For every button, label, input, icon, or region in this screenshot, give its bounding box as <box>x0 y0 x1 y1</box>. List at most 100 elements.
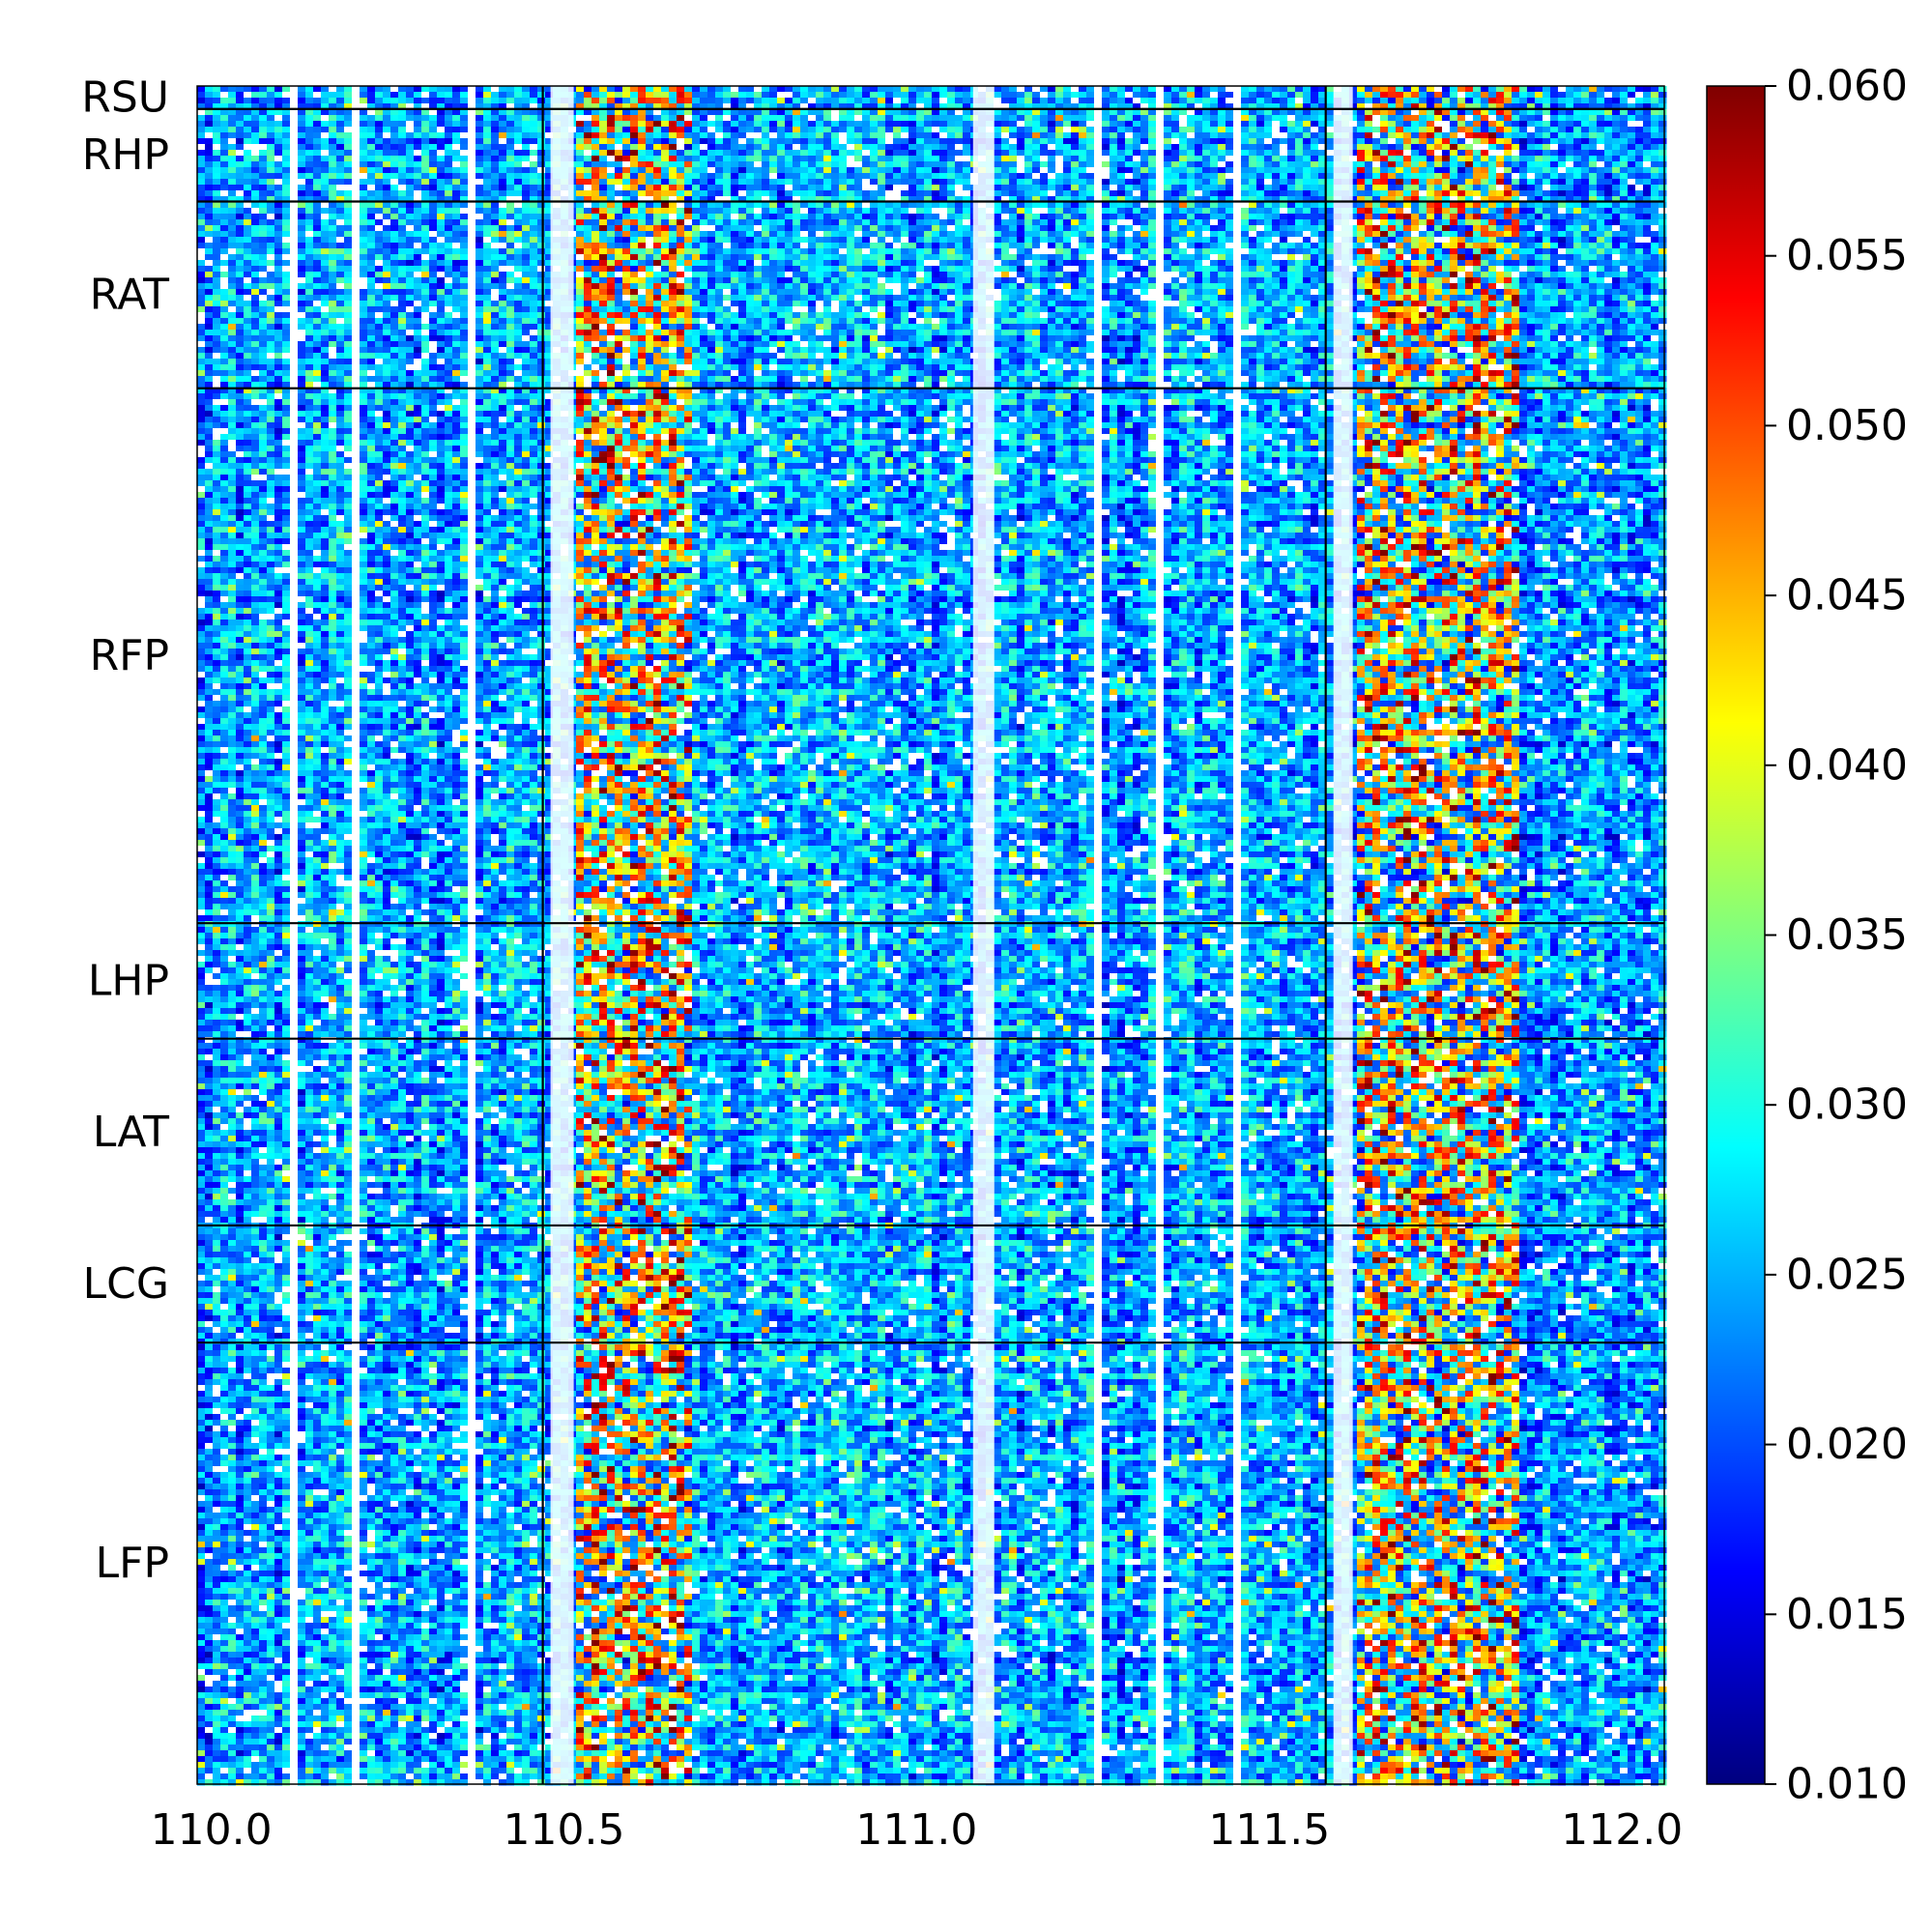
heatmap-cell <box>893 92 902 99</box>
heatmap-cell <box>360 98 368 104</box>
heatmap-cell <box>236 144 245 151</box>
heatmap-cell <box>1241 109 1250 116</box>
heatmap-cell <box>274 115 283 122</box>
heatmap-cell <box>274 109 283 116</box>
heatmap-cell <box>290 138 299 145</box>
heatmap-cell <box>669 98 678 104</box>
heatmap-cell <box>1558 132 1567 139</box>
heatmap-cell <box>924 132 933 139</box>
heatmap-cell <box>622 132 631 139</box>
heatmap-cell <box>924 138 933 145</box>
heatmap-cell <box>421 92 430 99</box>
heatmap-cell <box>576 144 585 151</box>
heatmap-cell <box>267 109 275 116</box>
heatmap-cell <box>1643 86 1652 93</box>
heatmap-cell <box>1133 144 1141 151</box>
heatmap-cell <box>1171 121 1180 128</box>
heatmap-cell <box>1063 138 1072 145</box>
heatmap-cell <box>1450 109 1458 116</box>
heatmap-cell <box>1620 132 1629 139</box>
heatmap-cell <box>1079 98 1087 104</box>
heatmap-cell <box>1303 121 1312 128</box>
heatmap-cell <box>785 86 793 93</box>
heatmap-cell <box>700 98 708 104</box>
heatmap-cell <box>762 115 770 122</box>
heatmap-cell <box>506 127 515 133</box>
heatmap-cell <box>251 115 260 122</box>
heatmap-cell <box>1086 127 1095 133</box>
heatmap-cell <box>1241 138 1250 145</box>
heatmap-cell <box>1048 138 1056 145</box>
heatmap-cell <box>1365 86 1373 93</box>
heatmap-cell <box>352 121 360 128</box>
heatmap-cell <box>522 127 531 133</box>
heatmap-cell <box>1465 92 1474 99</box>
heatmap-cell <box>901 121 909 128</box>
heatmap-cell <box>669 132 678 139</box>
heatmap-cell <box>1187 132 1196 139</box>
heatmap-cell <box>646 138 654 145</box>
heatmap-cell <box>1226 109 1234 116</box>
heatmap-cell <box>437 109 446 116</box>
heatmap-cell <box>1102 98 1110 104</box>
heatmap-cell <box>638 86 647 93</box>
heatmap-cell <box>499 86 507 93</box>
heatmap-cell <box>1280 92 1288 99</box>
heatmap-cell <box>1550 92 1559 99</box>
heatmap-cell <box>591 109 600 116</box>
heatmap-cell <box>746 121 755 128</box>
heatmap-cell <box>1457 86 1466 93</box>
heatmap-cell <box>406 138 415 145</box>
heatmap-cell <box>785 92 793 99</box>
heatmap-cell <box>1597 86 1605 93</box>
heatmap-cell <box>1140 86 1149 93</box>
heatmap-cell <box>630 132 639 139</box>
heatmap-cell <box>816 98 824 104</box>
heatmap-cell <box>769 132 778 139</box>
heatmap-cell <box>1365 127 1373 133</box>
heatmap-cell <box>406 144 415 151</box>
heatmap-cell <box>1249 121 1257 128</box>
heatmap-cell <box>344 138 353 145</box>
heatmap-cell <box>313 115 322 122</box>
heatmap-cell <box>220 86 229 93</box>
heatmap-cell <box>390 115 399 122</box>
heatmap-cell <box>1581 86 1590 93</box>
heatmap-cell <box>383 127 391 133</box>
heatmap-cell <box>352 132 360 139</box>
heatmap-cell <box>236 138 245 145</box>
heatmap-cell <box>1380 138 1389 145</box>
heatmap-cell <box>491 121 500 128</box>
heatmap-cell <box>205 127 214 133</box>
heatmap-cell <box>514 98 523 104</box>
heatmap-cell <box>576 98 585 104</box>
heatmap-cell <box>197 138 206 145</box>
heatmap-cell <box>220 127 229 133</box>
heatmap-cell <box>955 115 964 122</box>
heatmap-cell <box>885 132 894 139</box>
heatmap-cell <box>908 127 917 133</box>
heatmap-cell <box>1326 138 1335 145</box>
heatmap-cell <box>259 121 268 128</box>
heatmap-cell <box>321 92 330 99</box>
heatmap-cell <box>506 109 515 116</box>
heatmap-cell <box>1651 92 1659 99</box>
heatmap-cell <box>1535 115 1543 122</box>
heatmap-cell <box>885 115 894 122</box>
heatmap-cell <box>1535 127 1543 133</box>
heatmap-cell <box>785 132 793 139</box>
heatmap-cell <box>476 132 484 139</box>
heatmap-cell <box>800 86 809 93</box>
heatmap-cell <box>236 109 245 116</box>
heatmap-cell <box>939 115 948 122</box>
heatmap-cell <box>630 144 639 151</box>
heatmap-cell <box>421 121 430 128</box>
heatmap-cell <box>1133 86 1141 93</box>
heatmap-cell <box>754 86 763 93</box>
heatmap-cell <box>1311 109 1319 116</box>
heatmap-cell <box>1512 98 1520 104</box>
heatmap-cell <box>746 138 755 145</box>
heatmap-cell <box>700 92 708 99</box>
heatmap-cell <box>305 132 314 139</box>
heatmap-cell <box>313 144 322 151</box>
